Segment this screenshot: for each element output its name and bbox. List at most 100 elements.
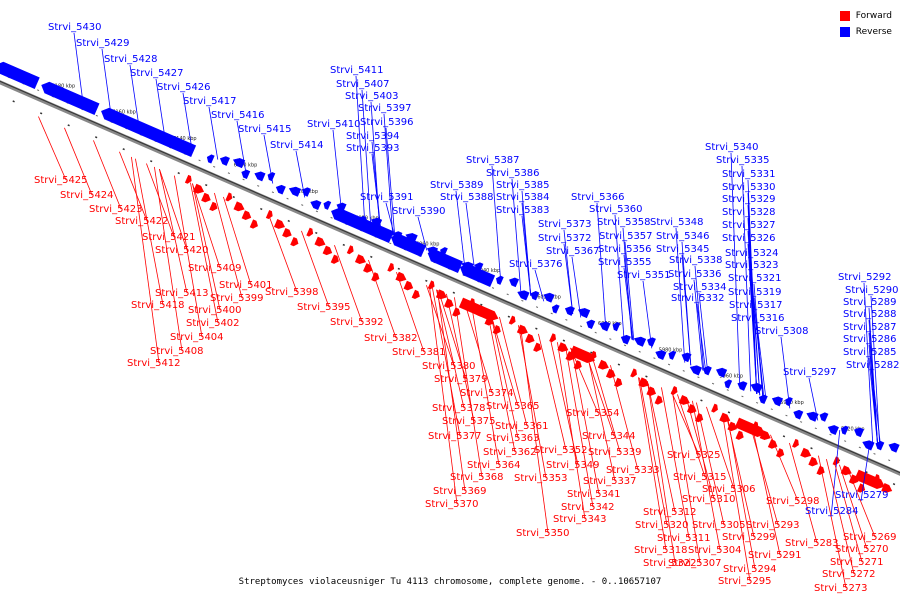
- leader-line: [192, 183, 221, 269]
- gene-label: Strvi_5429: [76, 38, 130, 49]
- leader-line: [295, 150, 306, 198]
- leader-line: [396, 272, 425, 353]
- leader-line: [129, 64, 140, 126]
- forward-gene: [792, 438, 799, 448]
- leader-line: [750, 425, 779, 526]
- gene-label: Strvi_5293: [746, 520, 800, 531]
- gene-label: Strvi_5387: [466, 155, 520, 166]
- leader-line: [830, 429, 841, 518]
- forward-gene: [241, 210, 252, 220]
- axis-tick-label: 6180 kbp: [52, 83, 76, 89]
- gene-label: Strvi_5373: [538, 219, 592, 230]
- reverse-gene: [655, 350, 667, 360]
- axis-tick-label: 6040 kbp: [477, 268, 501, 274]
- leader-line: [174, 175, 203, 338]
- gene-label: Strvi_5395: [297, 302, 351, 313]
- forward-gene: [322, 245, 333, 256]
- gene-label: Strvi_5284: [805, 506, 859, 517]
- gene-label: Strvi_5332: [671, 293, 725, 304]
- forward-gene: [508, 315, 516, 325]
- forward-gene: [209, 201, 218, 212]
- reverse-gene: [668, 350, 677, 360]
- gene-label: Strvi_5343: [553, 514, 607, 525]
- forward-gene: [363, 263, 373, 273]
- leader-line: [64, 127, 93, 196]
- gene-label: Strvi_5334: [673, 282, 727, 293]
- leader-line: [647, 381, 676, 564]
- forward-gene: [808, 456, 818, 467]
- leader-line: [692, 400, 721, 551]
- forward-gene: [225, 192, 233, 202]
- reverse-gene: [405, 233, 418, 244]
- gene-label: Strvi_5299: [722, 532, 776, 543]
- forward-gene: [249, 219, 258, 229]
- gene-label: Strvi_5345: [656, 244, 710, 255]
- gene-label: Strvi_5294: [723, 564, 777, 575]
- forward-gene: [597, 359, 609, 370]
- leader-line: [752, 426, 781, 556]
- leader-line: [661, 387, 690, 539]
- gene-label: Strvi_5360: [589, 204, 643, 215]
- forward-gene: [775, 448, 785, 458]
- gene-label: Strvi_5421: [142, 232, 196, 243]
- gene-label: Strvi_5336: [668, 269, 722, 280]
- leader-line: [870, 295, 881, 448]
- leader-line: [696, 402, 725, 526]
- gene-label: Strvi_5378: [432, 403, 486, 414]
- leader-line: [610, 365, 639, 471]
- leader-line: [471, 304, 500, 466]
- gene-label: Strvi_5341: [567, 489, 621, 500]
- reverse-gene: [517, 290, 530, 301]
- gene-label: Strvi_5335: [716, 155, 770, 166]
- gene-label: Strvi_5377: [428, 431, 482, 442]
- gene-label: Strvi_5328: [722, 207, 776, 218]
- reverse-gene: [620, 334, 631, 345]
- gene-label: Strvi_5375: [442, 416, 496, 427]
- leader-line: [371, 153, 382, 231]
- reverse-gene: [771, 396, 784, 407]
- leader-line: [587, 355, 616, 482]
- leader-line: [154, 166, 183, 352]
- gene-label: Strvi_5291: [748, 550, 802, 561]
- reverse-gene: [206, 154, 215, 164]
- gene-label: Strvi_5329: [722, 194, 776, 205]
- reverse-gene: [413, 244, 423, 255]
- gene-label: Strvi_5318: [634, 545, 688, 556]
- gene-label: Strvi_5370: [425, 499, 479, 510]
- reverse-gene: [564, 306, 575, 316]
- map-caption: Streptomyces violaceusniger Tu 4113 chro…: [238, 577, 662, 587]
- gene-label: Strvi_5340: [705, 142, 759, 153]
- forward-gene: [346, 245, 354, 255]
- leader-line: [361, 89, 372, 227]
- leader-line: [571, 348, 600, 495]
- forward-gene: [290, 236, 299, 247]
- gene-label: Strvi_5367: [546, 246, 600, 257]
- axis-tick-label: 5920 kbp: [841, 427, 865, 433]
- gene-label: Strvi_5411: [330, 65, 384, 76]
- gene-label: Strvi_5319: [728, 287, 782, 298]
- leader-line: [93, 140, 122, 210]
- reverse-gene: [530, 290, 540, 301]
- gene-label: Strvi_5410: [307, 119, 361, 130]
- gene-label: Strvi_5349: [546, 460, 600, 471]
- leader-line: [119, 151, 148, 222]
- gene-label: Strvi_5409: [188, 263, 242, 274]
- reverse-gene: [543, 292, 555, 303]
- forward-gene: [427, 280, 435, 290]
- reverse-gene: [275, 184, 286, 195]
- gene-label: Strvi_5322: [643, 558, 697, 569]
- reverse-gene: [323, 200, 332, 210]
- legend: Forward Reverse: [839, 8, 892, 40]
- leader-line: [520, 326, 549, 534]
- forward-gene: [265, 210, 273, 219]
- gene-label: Strvi_5351: [617, 270, 671, 281]
- forward-gene: [533, 342, 542, 352]
- reverse-gene: [288, 186, 302, 197]
- gene-label: Strvi_5311: [657, 533, 711, 544]
- leader-line: [756, 323, 767, 398]
- gene-label: Strvi_5297: [783, 367, 837, 378]
- leader-line: [73, 32, 84, 101]
- gene-label: Strvi_5425: [34, 175, 88, 186]
- reverse-gene: [888, 442, 900, 453]
- gene-label: Strvi_5413: [155, 288, 209, 299]
